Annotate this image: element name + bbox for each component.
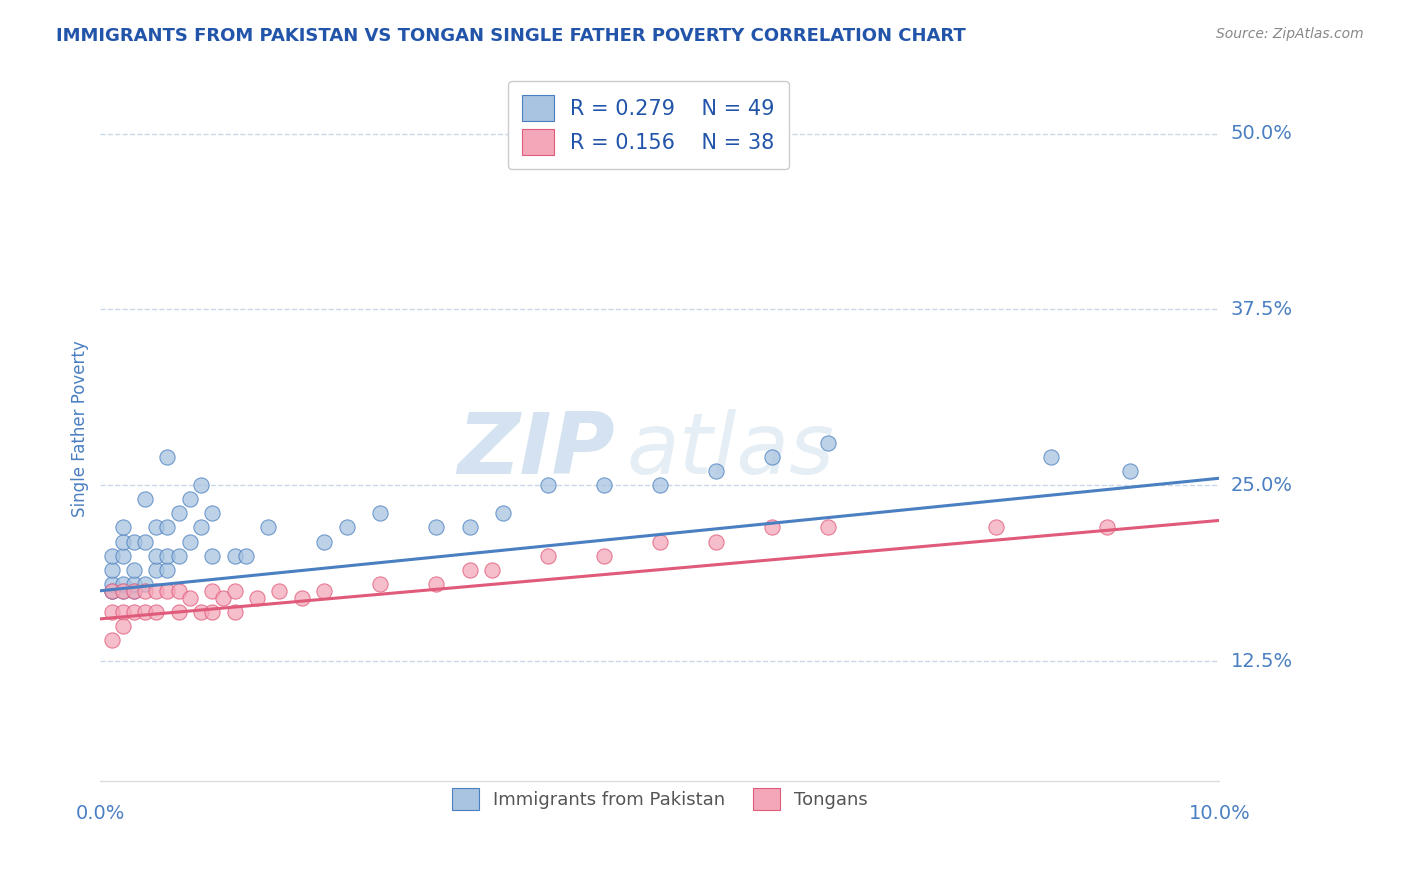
Point bbox=[145, 605, 167, 619]
Point bbox=[190, 478, 212, 492]
Point bbox=[122, 534, 145, 549]
Point bbox=[492, 507, 515, 521]
Point bbox=[167, 549, 190, 563]
Point bbox=[111, 583, 134, 598]
Point bbox=[201, 583, 224, 598]
Point bbox=[190, 605, 212, 619]
Point bbox=[100, 576, 122, 591]
Point bbox=[368, 576, 391, 591]
Point bbox=[145, 583, 167, 598]
Point bbox=[458, 563, 481, 577]
Point bbox=[817, 436, 839, 450]
Point bbox=[100, 563, 122, 577]
Point bbox=[1040, 450, 1063, 464]
Point bbox=[224, 549, 246, 563]
Point bbox=[111, 583, 134, 598]
Text: 12.5%: 12.5% bbox=[1230, 651, 1292, 671]
Point bbox=[235, 549, 257, 563]
Point bbox=[134, 583, 156, 598]
Point bbox=[134, 605, 156, 619]
Point bbox=[134, 576, 156, 591]
Point bbox=[100, 583, 122, 598]
Point bbox=[537, 549, 560, 563]
Point bbox=[100, 632, 122, 647]
Point bbox=[122, 563, 145, 577]
Point bbox=[593, 478, 616, 492]
Point bbox=[122, 576, 145, 591]
Text: 25.0%: 25.0% bbox=[1230, 475, 1292, 495]
Point bbox=[1097, 520, 1119, 534]
Point bbox=[167, 507, 190, 521]
Point bbox=[648, 478, 671, 492]
Point bbox=[100, 549, 122, 563]
Point bbox=[156, 549, 179, 563]
Point bbox=[335, 520, 357, 534]
Point bbox=[314, 583, 336, 598]
Point bbox=[100, 583, 122, 598]
Point bbox=[368, 507, 391, 521]
Point bbox=[761, 520, 783, 534]
Y-axis label: Single Father Poverty: Single Father Poverty bbox=[72, 341, 89, 517]
Point bbox=[212, 591, 235, 605]
Point bbox=[201, 605, 224, 619]
Point bbox=[145, 563, 167, 577]
Point bbox=[269, 583, 291, 598]
Point bbox=[111, 520, 134, 534]
Point bbox=[111, 619, 134, 633]
Legend: Immigrants from Pakistan, Tongans: Immigrants from Pakistan, Tongans bbox=[441, 777, 879, 821]
Point bbox=[201, 549, 224, 563]
Point bbox=[224, 583, 246, 598]
Text: IMMIGRANTS FROM PAKISTAN VS TONGAN SINGLE FATHER POVERTY CORRELATION CHART: IMMIGRANTS FROM PAKISTAN VS TONGAN SINGL… bbox=[56, 27, 966, 45]
Text: atlas: atlas bbox=[626, 409, 834, 491]
Point bbox=[111, 534, 134, 549]
Point bbox=[257, 520, 280, 534]
Point bbox=[156, 583, 179, 598]
Point bbox=[984, 520, 1007, 534]
Point bbox=[425, 520, 447, 534]
Point bbox=[134, 534, 156, 549]
Point bbox=[425, 576, 447, 591]
Text: 0.0%: 0.0% bbox=[76, 805, 125, 823]
Point bbox=[201, 507, 224, 521]
Point bbox=[458, 520, 481, 534]
Point bbox=[111, 549, 134, 563]
Point bbox=[224, 605, 246, 619]
Point bbox=[761, 450, 783, 464]
Text: 37.5%: 37.5% bbox=[1230, 300, 1292, 319]
Point bbox=[156, 520, 179, 534]
Text: Source: ZipAtlas.com: Source: ZipAtlas.com bbox=[1216, 27, 1364, 41]
Text: 50.0%: 50.0% bbox=[1230, 124, 1292, 144]
Point bbox=[167, 583, 190, 598]
Point bbox=[167, 605, 190, 619]
Point bbox=[122, 583, 145, 598]
Point bbox=[156, 450, 179, 464]
Point bbox=[179, 534, 201, 549]
Text: 10.0%: 10.0% bbox=[1188, 805, 1250, 823]
Point bbox=[314, 534, 336, 549]
Point bbox=[156, 563, 179, 577]
Point bbox=[190, 520, 212, 534]
Point bbox=[704, 534, 727, 549]
Point bbox=[179, 492, 201, 507]
Point bbox=[122, 605, 145, 619]
Point bbox=[122, 583, 145, 598]
Point bbox=[1119, 464, 1142, 478]
Point bbox=[537, 478, 560, 492]
Point bbox=[111, 576, 134, 591]
Point bbox=[111, 605, 134, 619]
Point bbox=[648, 534, 671, 549]
Point bbox=[704, 464, 727, 478]
Point bbox=[481, 563, 503, 577]
Point bbox=[100, 605, 122, 619]
Point bbox=[100, 583, 122, 598]
Point bbox=[145, 520, 167, 534]
Point bbox=[817, 520, 839, 534]
Point bbox=[179, 591, 201, 605]
Point bbox=[246, 591, 269, 605]
Point bbox=[291, 591, 314, 605]
Point bbox=[145, 549, 167, 563]
Text: ZIP: ZIP bbox=[457, 409, 614, 491]
Point bbox=[134, 492, 156, 507]
Point bbox=[593, 549, 616, 563]
